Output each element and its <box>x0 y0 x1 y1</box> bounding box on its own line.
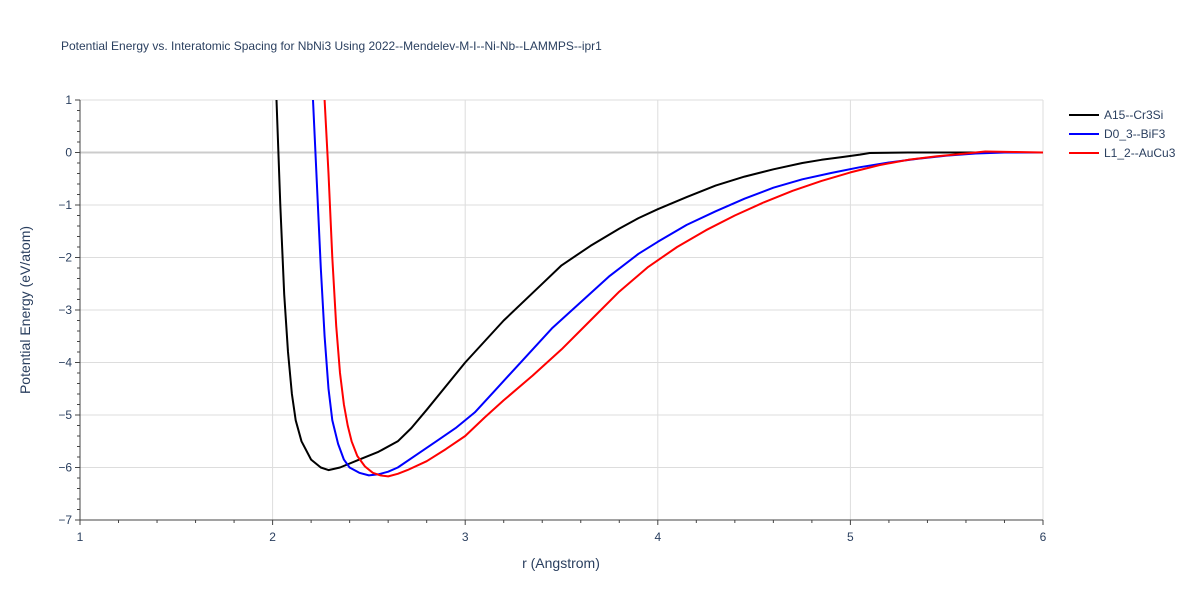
axes <box>75 99 1044 525</box>
legend-label-2: L1_2--AuCu3 <box>1104 146 1176 160</box>
series-layer <box>275 100 1043 478</box>
x-tick-label-2: 3 <box>462 530 469 544</box>
y-tick-label-0: 1 <box>65 93 72 107</box>
x-tick-label-4: 5 <box>847 530 854 544</box>
legend: A15--Cr3Si D0_3--BiF3 L1_2--AuCu3 <box>1069 108 1176 160</box>
legend-item-2[interactable]: L1_2--AuCu3 <box>1069 146 1176 160</box>
x-tick-label-3: 4 <box>654 530 661 544</box>
y-tick-label-4: −3 <box>58 303 72 317</box>
legend-label-0: A15--Cr3Si <box>1104 108 1163 122</box>
x-tick-label-5: 6 <box>1040 530 1047 544</box>
series-line-1 <box>312 100 1043 477</box>
y-tick-label-3: −2 <box>58 251 72 265</box>
x-tick-label-1: 2 <box>269 530 276 544</box>
y-tick-label-7: −6 <box>58 461 72 475</box>
y-tick-label-1: 0 <box>65 146 72 160</box>
x-axis-title: r (Angstrom) <box>522 555 600 571</box>
y-tick-label-2: −1 <box>58 198 72 212</box>
tick-labels: 1 2 3 4 5 6 1 0 −1 −2 −3 −4 −5 −6 −7 <box>58 93 1046 544</box>
chart-title: Potential Energy vs. Interatomic Spacing… <box>61 39 602 53</box>
y-axis-title: Potential Energy (eV/atom) <box>17 226 33 394</box>
series-line-0 <box>275 100 1043 472</box>
grid <box>80 99 1044 520</box>
legend-label-1: D0_3--BiF3 <box>1104 127 1166 141</box>
y-tick-label-8: −7 <box>58 513 72 527</box>
y-tick-label-6: −5 <box>58 408 72 422</box>
x-tick-label-0: 1 <box>77 530 84 544</box>
legend-item-1[interactable]: D0_3--BiF3 <box>1069 127 1166 141</box>
series-line-2 <box>323 100 1043 478</box>
legend-item-0[interactable]: A15--Cr3Si <box>1069 108 1163 122</box>
y-tick-label-5: −4 <box>58 356 72 370</box>
